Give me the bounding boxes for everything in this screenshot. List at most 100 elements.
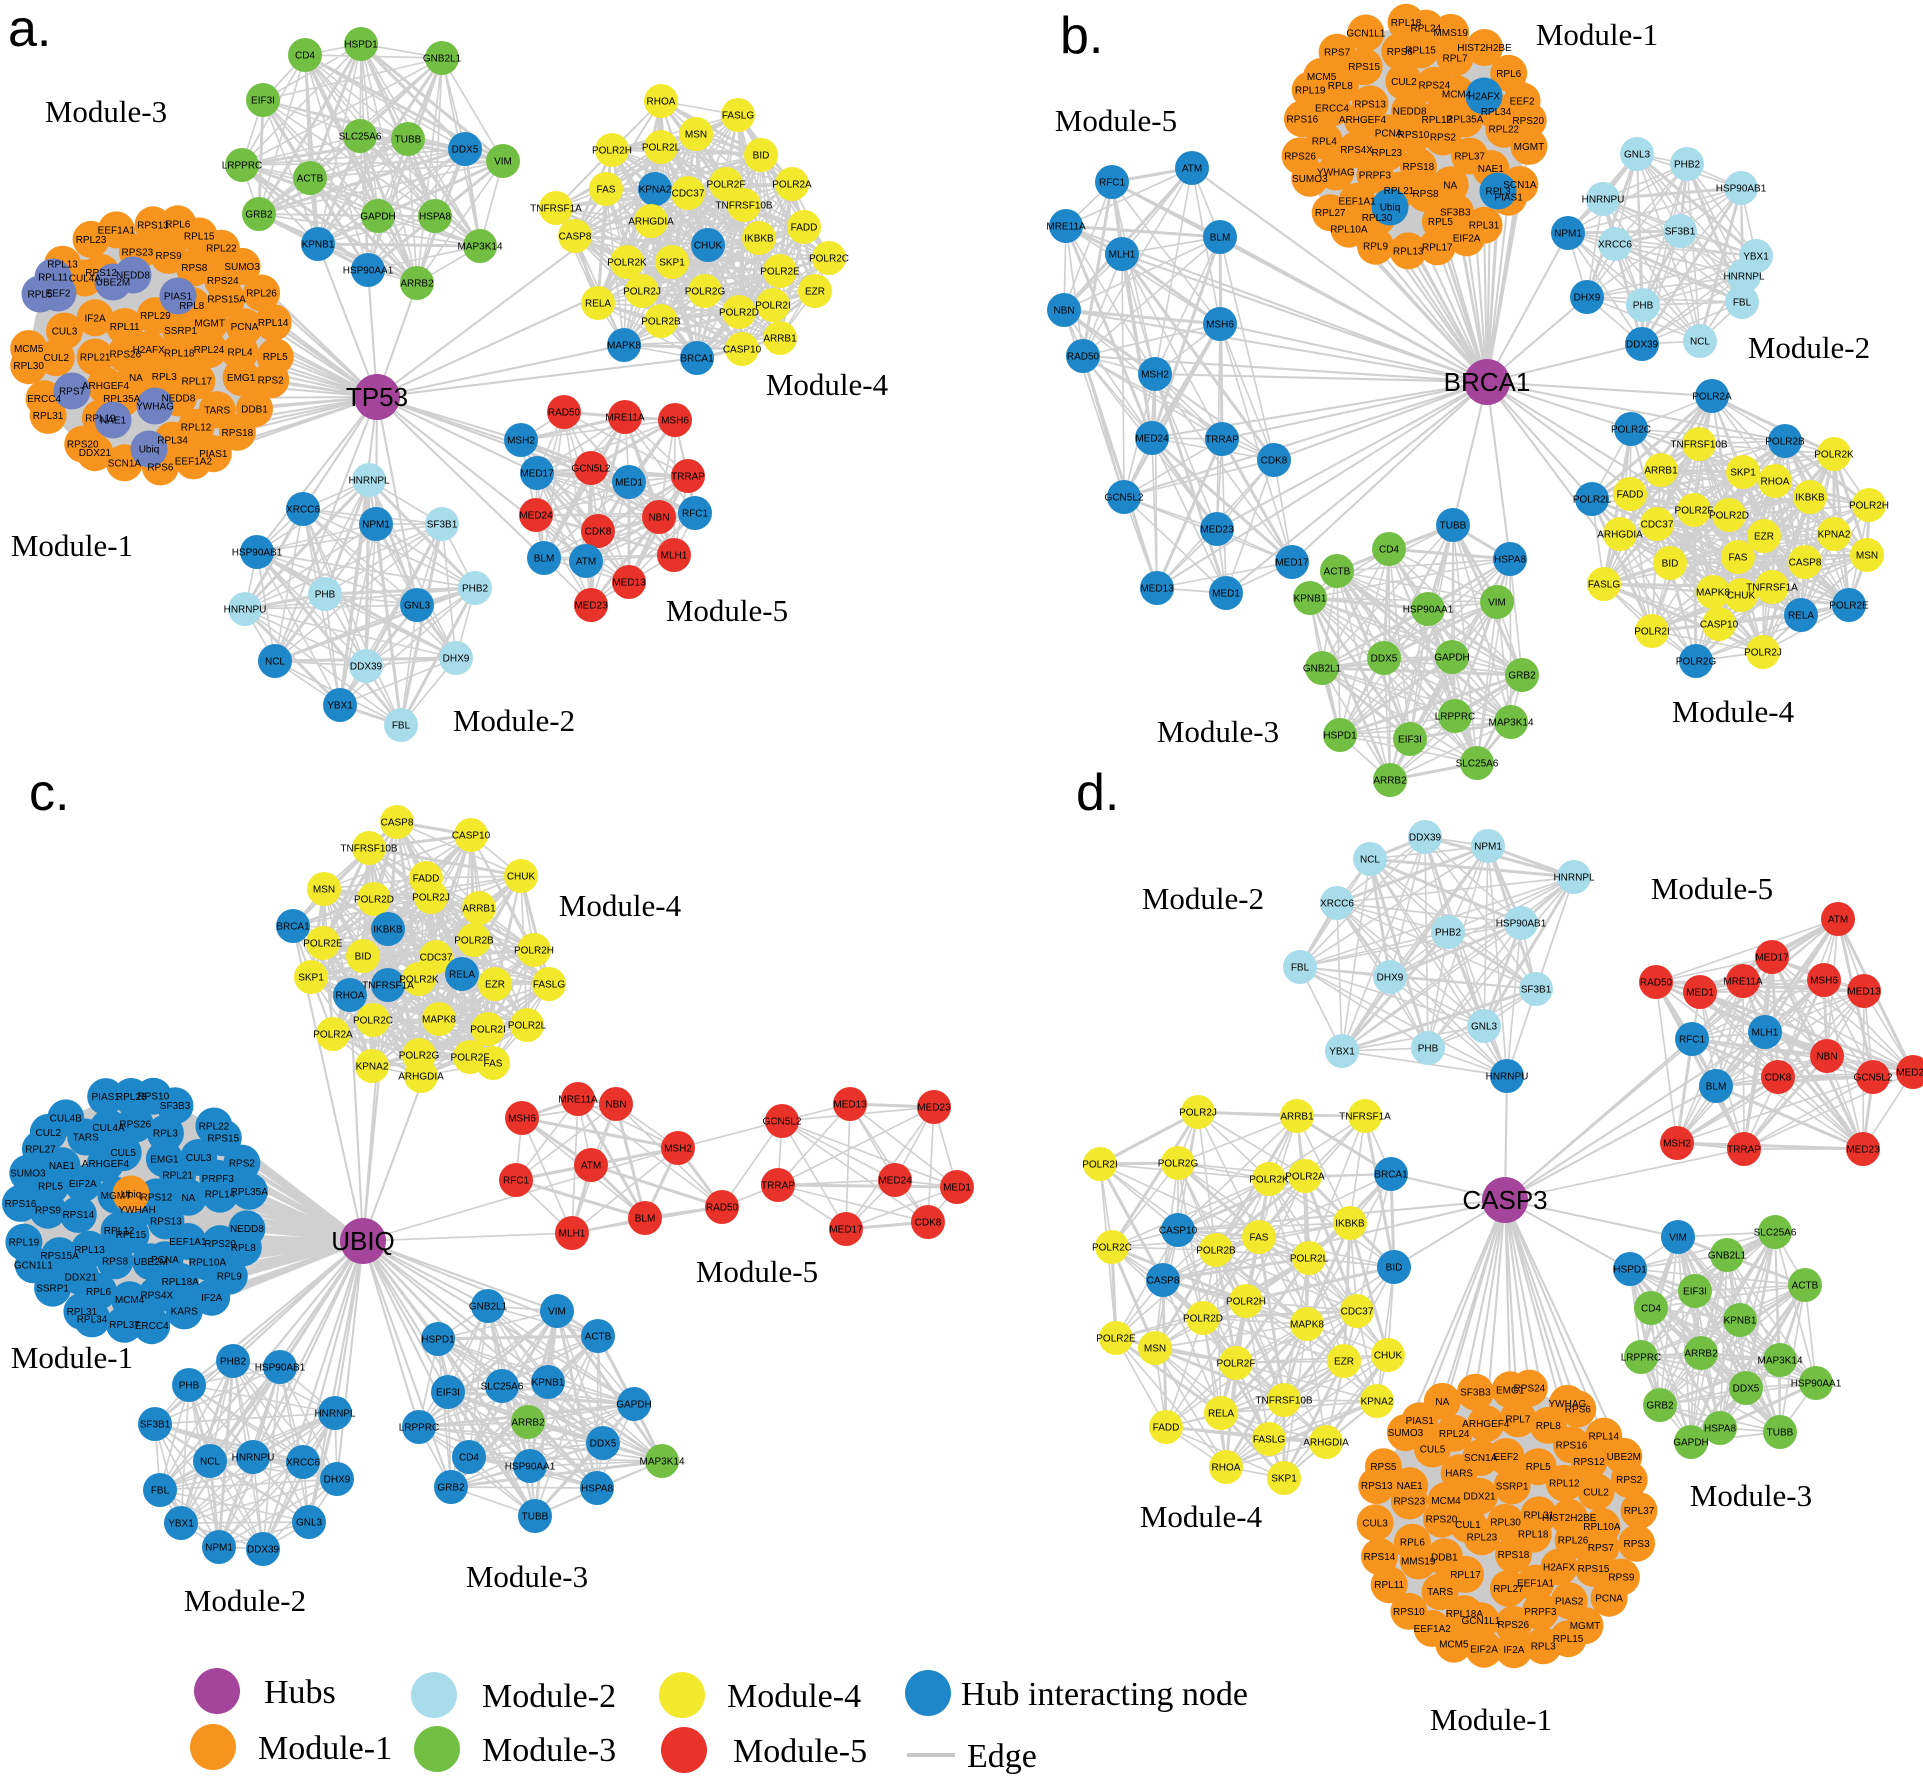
svg-text:HSPD1: HSPD1 (1323, 731, 1357, 742)
svg-text:HSP90AA1: HSP90AA1 (1403, 605, 1454, 616)
svg-text:RPS20: RPS20 (204, 1239, 236, 1250)
svg-text:KPNB1: KPNB1 (1724, 1316, 1757, 1327)
svg-text:PRPF3: PRPF3 (1359, 170, 1392, 181)
svg-text:MED1: MED1 (1686, 988, 1714, 999)
svg-text:DHX9: DHX9 (324, 1475, 351, 1486)
svg-text:MSH6: MSH6 (661, 416, 689, 427)
svg-text:NA: NA (129, 373, 143, 384)
svg-text:RPS24: RPS24 (1514, 1384, 1546, 1395)
svg-text:HSP90AB1: HSP90AB1 (255, 1363, 306, 1374)
svg-text:SLC25A6: SLC25A6 (339, 132, 382, 143)
svg-text:SCN1A: SCN1A (108, 458, 142, 469)
svg-text:POLR2C: POLR2C (1092, 1243, 1132, 1254)
svg-text:PHB: PHB (315, 590, 336, 601)
svg-text:RPL3: RPL3 (1485, 187, 1510, 198)
svg-text:DHX9: DHX9 (1377, 973, 1404, 984)
svg-text:NA: NA (1435, 1397, 1449, 1408)
svg-text:GAPDH: GAPDH (1434, 653, 1470, 664)
svg-text:FAS: FAS (1250, 1233, 1269, 1244)
svg-text:FAS: FAS (597, 185, 616, 196)
svg-text:Module-1: Module-1 (1536, 17, 1658, 52)
svg-text:RPL30: RPL30 (13, 361, 44, 372)
svg-text:TRRAP: TRRAP (1205, 435, 1239, 446)
svg-text:RPL21: RPL21 (162, 1170, 193, 1181)
svg-text:RPL14: RPL14 (1589, 1432, 1620, 1443)
svg-text:RPS9: RPS9 (156, 251, 183, 262)
svg-text:BLM: BLM (1210, 233, 1231, 244)
svg-text:CDC37: CDC37 (420, 953, 453, 964)
svg-text:CHUK: CHUK (507, 872, 536, 883)
svg-text:XRCC6: XRCC6 (1598, 240, 1632, 251)
svg-text:NEDD8: NEDD8 (230, 1224, 264, 1235)
svg-text:CASP10: CASP10 (723, 345, 762, 356)
svg-text:DDX5: DDX5 (1371, 654, 1398, 665)
svg-text:EEF1A1: EEF1A1 (1338, 197, 1376, 208)
svg-text:ACTB: ACTB (1324, 567, 1351, 578)
svg-text:RPL5: RPL5 (1428, 217, 1453, 228)
svg-text:ACTB: ACTB (297, 174, 324, 185)
svg-text:MLH1: MLH1 (1109, 250, 1136, 261)
svg-text:Module-2: Module-2 (453, 703, 575, 738)
svg-text:NCL: NCL (1690, 337, 1710, 348)
svg-text:EZR: EZR (1754, 532, 1774, 543)
svg-text:GNL3: GNL3 (1624, 150, 1651, 161)
svg-text:CUL4A: CUL4A (69, 274, 102, 285)
svg-text:GNL3: GNL3 (1471, 1022, 1498, 1033)
svg-text:CHUK: CHUK (1374, 1351, 1403, 1362)
svg-text:RPS18: RPS18 (1403, 162, 1435, 173)
svg-text:GRB2: GRB2 (1508, 671, 1536, 682)
svg-text:RPS13: RPS13 (150, 1217, 182, 1228)
svg-text:POLR2D: POLR2D (1183, 1314, 1223, 1325)
svg-text:CASP10: CASP10 (1159, 1226, 1198, 1237)
svg-text:MED1: MED1 (615, 478, 643, 489)
svg-text:NBN: NBN (605, 1100, 626, 1111)
svg-text:RPL30: RPL30 (1490, 1518, 1521, 1529)
svg-text:MCM5: MCM5 (14, 344, 44, 355)
svg-text:RPL10A: RPL10A (1583, 1522, 1621, 1533)
svg-text:TNFRSF10B: TNFRSF10B (715, 201, 773, 212)
svg-text:RPL8: RPL8 (179, 301, 204, 312)
svg-text:PIAS1: PIAS1 (164, 292, 193, 303)
svg-text:RPL10A: RPL10A (1330, 225, 1368, 236)
svg-text:CASP8: CASP8 (1147, 1276, 1180, 1287)
svg-text:RPL5: RPL5 (38, 1182, 63, 1193)
svg-text:RPL18A: RPL18A (162, 1277, 200, 1288)
svg-text:MLH1: MLH1 (1752, 1028, 1779, 1039)
svg-text:TP53: TP53 (346, 382, 408, 412)
svg-text:RPS24: RPS24 (207, 276, 239, 287)
svg-text:KARS: KARS (171, 1306, 199, 1317)
svg-text:CDC37: CDC37 (1341, 1307, 1374, 1318)
svg-text:DDB1: DDB1 (1431, 1552, 1458, 1563)
svg-text:RHOA: RHOA (1212, 1463, 1241, 1474)
svg-text:EEF1A1: EEF1A1 (169, 1237, 207, 1248)
svg-text:c.: c. (29, 764, 69, 822)
svg-text:PHB2: PHB2 (220, 1357, 247, 1368)
svg-text:Hub interacting node: Hub interacting node (961, 1676, 1248, 1713)
svg-text:RELA: RELA (585, 299, 611, 310)
svg-text:RPL22: RPL22 (206, 244, 237, 255)
svg-text:RPL23: RPL23 (1467, 1532, 1498, 1543)
svg-text:MAP3K14: MAP3K14 (1757, 1356, 1802, 1367)
svg-text:Module-2: Module-2 (184, 1583, 306, 1618)
svg-text:POLR2J: POLR2J (623, 287, 661, 298)
svg-text:POLR2G: POLR2G (1158, 1159, 1199, 1170)
svg-text:RPL8: RPL8 (1328, 81, 1353, 92)
svg-text:EIF3I: EIF3I (436, 1388, 460, 1399)
svg-text:FASLG: FASLG (1253, 1435, 1285, 1446)
svg-text:YBX1: YBX1 (327, 701, 353, 712)
svg-text:MCM5: MCM5 (1307, 72, 1337, 83)
svg-text:EEF2: EEF2 (45, 289, 70, 300)
svg-text:MGMT: MGMT (194, 318, 225, 329)
svg-text:NPM1: NPM1 (1554, 229, 1582, 240)
svg-text:POLR2B: POLR2B (1196, 1246, 1236, 1257)
svg-text:RPS6: RPS6 (147, 463, 174, 474)
svg-text:CUL3: CUL3 (1362, 1518, 1388, 1529)
svg-text:BID: BID (1386, 1263, 1403, 1274)
svg-text:MAPK8: MAPK8 (607, 341, 641, 352)
svg-text:EMG1: EMG1 (150, 1154, 179, 1165)
svg-text:MLH1: MLH1 (661, 551, 688, 562)
svg-text:RAD50: RAD50 (1067, 352, 1100, 363)
svg-text:CASP10: CASP10 (1700, 620, 1739, 631)
svg-text:ARHGDIA: ARHGDIA (628, 217, 674, 228)
svg-text:NBN: NBN (1816, 1052, 1837, 1063)
